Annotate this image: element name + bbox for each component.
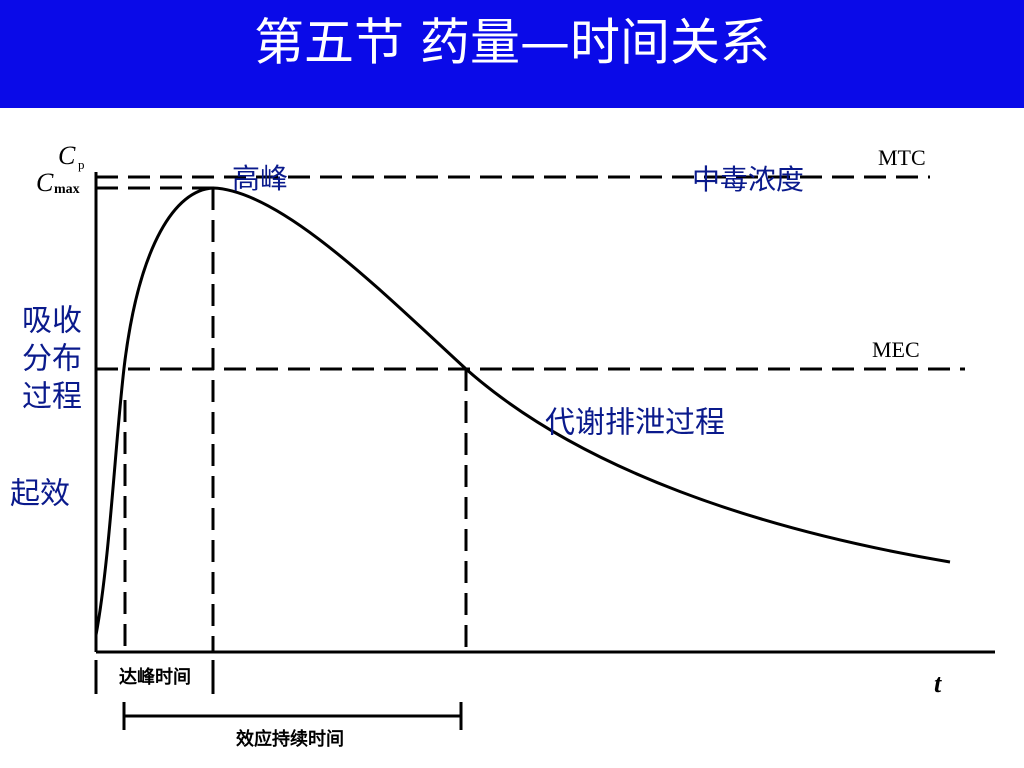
mtc-label: MTC bbox=[878, 145, 926, 170]
absorption-label: 吸收 bbox=[22, 304, 82, 339]
x-symbol: t bbox=[934, 669, 942, 698]
elimination-label: 代谢排泄过程 bbox=[545, 406, 725, 441]
time-to-peak-label: 达峰时间 bbox=[119, 666, 191, 688]
concentration-curve bbox=[94, 186, 951, 636]
y-symbol: C bbox=[58, 141, 76, 170]
slide-title: 第五节 药量—时间关系 bbox=[254, 14, 770, 72]
peak-label: 高峰 bbox=[232, 162, 288, 195]
absorption-label: 过程 bbox=[22, 380, 82, 415]
absorption-label: 分布 bbox=[22, 342, 82, 377]
cmax-subscript: max bbox=[54, 182, 80, 197]
y-subscript: p bbox=[78, 157, 85, 172]
toxic-label: 中毒浓度 bbox=[692, 163, 804, 196]
cmax-symbol: C bbox=[36, 168, 54, 197]
header-bar bbox=[0, 0, 1024, 108]
onset-label: 起效 bbox=[10, 477, 70, 512]
mec-label: MEC bbox=[872, 337, 920, 362]
duration-label: 效应持续时间 bbox=[236, 728, 344, 750]
